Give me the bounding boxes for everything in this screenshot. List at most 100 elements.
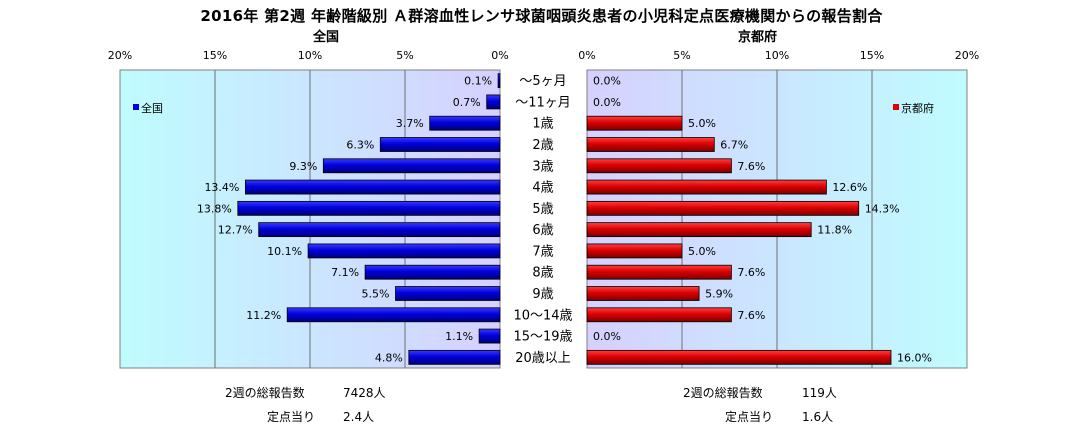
national-per-label: 定点当り	[267, 410, 316, 424]
national-chart-title: 全国	[313, 30, 340, 45]
kyoto-data-label: 16.0%	[897, 351, 932, 364]
national-bar	[322, 158, 501, 174]
national-bars: 0.1% 0.7% 3.7% 6.3% 9.3% 13.4% 13.8% 12.7% 10.1%…	[197, 73, 501, 365]
national-bar	[486, 94, 501, 110]
kyoto-legend-swatch	[893, 104, 899, 110]
national-data-label: 13.8%	[197, 202, 232, 215]
kyoto-bar	[586, 222, 812, 238]
kyoto-data-label: 0.0%	[593, 330, 621, 343]
kyoto-per-label: 定点当り	[725, 410, 774, 424]
national-x-tick-label: 15%	[203, 49, 227, 62]
kyoto-data-label: 5.0%	[688, 117, 716, 130]
national-data-label: 10.1%	[267, 245, 302, 258]
national-bar	[395, 286, 501, 301]
kyoto-per-value: 1.6人	[802, 410, 834, 424]
kyoto-x-tick-label: 5%	[673, 49, 690, 62]
kyoto-bar	[586, 349, 892, 365]
kyoto-bar	[586, 286, 700, 301]
kyoto-bar	[586, 115, 683, 131]
national-data-label: 1.1%	[445, 330, 473, 343]
kyoto-data-label: 0.0%	[593, 96, 621, 109]
kyoto-bar	[586, 200, 860, 216]
age-category-label: 20歳以上	[515, 351, 571, 366]
kyoto-data-label: 7.6%	[737, 266, 765, 279]
national-total-value: 7428人	[343, 386, 386, 400]
national-x-tick-label: 10%	[298, 49, 322, 62]
kyoto-bar	[586, 243, 683, 259]
kyoto-data-label: 5.0%	[688, 245, 716, 258]
age-category-label: ～5ヶ月	[519, 74, 566, 89]
kyoto-bar	[586, 307, 732, 323]
national-bar	[364, 264, 501, 280]
national-legend-swatch	[133, 104, 139, 110]
age-category-label: 3歳	[532, 159, 553, 174]
national-bar	[429, 115, 501, 131]
age-category-label: 2歳	[532, 138, 553, 153]
national-x-ticks: 20% 15% 10% 5% 0%	[108, 49, 509, 62]
national-data-label: 13.4%	[204, 181, 239, 194]
age-category-label: 1歳	[532, 117, 553, 132]
kyoto-data-label: 7.6%	[737, 309, 765, 322]
national-data-label: 0.7%	[453, 96, 481, 109]
national-data-label: 7.1%	[331, 266, 359, 279]
kyoto-total-label: 2週の総報告数	[683, 386, 763, 400]
national-data-label: 4.8%	[375, 351, 403, 364]
national-data-label: 12.7%	[218, 224, 253, 237]
national-legend-label: 全国	[141, 102, 163, 115]
kyoto-bar	[586, 158, 732, 174]
kyoto-x-tick-label: 20%	[955, 49, 979, 62]
age-category-label: 6歳	[532, 223, 553, 238]
kyoto-legend	[893, 104, 899, 110]
national-bar	[307, 243, 501, 259]
age-category-label: 9歳	[532, 287, 553, 302]
national-bar	[244, 179, 501, 195]
kyoto-x-tick-label: 15%	[860, 49, 884, 62]
national-data-label: 5.5%	[362, 288, 390, 301]
age-category-label: ～11ヶ月	[515, 95, 571, 110]
national-total-label: 2週の総報告数	[225, 386, 305, 400]
national-legend	[133, 104, 139, 110]
kyoto-data-label: 7.6%	[737, 160, 765, 173]
age-category-labels: ～5ヶ月 ～11ヶ月 1歳 2歳 3歳 4歳 5歳 6歳 7歳 8歳 9歳 10～14歳 15～19歳 2…	[513, 74, 572, 366]
national-per-value: 2.4人	[343, 410, 375, 424]
national-data-label: 3.7%	[396, 117, 424, 130]
national-bar	[478, 328, 501, 344]
kyoto-total-value: 119人	[802, 386, 837, 400]
national-bar	[286, 307, 501, 323]
national-bar	[258, 222, 501, 238]
kyoto-data-label: 5.9%	[705, 288, 733, 301]
kyoto-x-tick-label: 10%	[765, 49, 789, 62]
kyoto-data-label: 11.8%	[817, 224, 852, 237]
national-bar	[408, 349, 501, 365]
kyoto-data-label: 12.6%	[832, 181, 867, 194]
national-data-label: 0.1%	[464, 75, 492, 88]
national-bar	[497, 73, 501, 89]
age-category-label: 5歳	[532, 202, 553, 217]
national-x-tick-label: 20%	[108, 49, 132, 62]
kyoto-x-ticks: 0% 5% 10% 15% 20%	[578, 49, 979, 62]
kyoto-chart-title: 京都府	[738, 30, 778, 45]
kyoto-bar	[586, 264, 732, 280]
national-bar	[379, 137, 501, 152]
national-x-tick-label: 5%	[396, 49, 413, 62]
age-category-label: 4歳	[532, 181, 553, 196]
national-data-label: 11.2%	[246, 309, 281, 322]
kyoto-data-label: 14.3%	[865, 202, 900, 215]
kyoto-data-label: 0.0%	[593, 75, 621, 88]
national-data-label: 6.3%	[346, 139, 374, 152]
national-bar	[237, 200, 501, 216]
kyoto-bar	[586, 179, 827, 195]
kyoto-bar	[586, 137, 715, 152]
kyoto-data-label: 6.7%	[720, 139, 748, 152]
national-x-tick-label: 0%	[491, 49, 508, 62]
kyoto-x-tick-label: 0%	[578, 49, 595, 62]
age-category-label: 8歳	[532, 266, 553, 281]
age-category-label: 10～14歳	[513, 308, 572, 323]
kyoto-legend-label: 京都府	[901, 102, 934, 115]
age-category-label: 7歳	[532, 244, 553, 259]
national-data-label: 9.3%	[289, 160, 317, 173]
age-category-label: 15～19歳	[513, 330, 572, 345]
kyoto-bars: 0.0% 0.0% 5.0% 6.7% 7.6% 12.6% 14.3% 11.8% 5.0% 7…	[586, 75, 932, 365]
chart-title: 2016年 第2週 年齢階級別 Ａ群溶血性レンサ球菌咽頭炎患者の小児科定点医療機…	[200, 7, 883, 25]
